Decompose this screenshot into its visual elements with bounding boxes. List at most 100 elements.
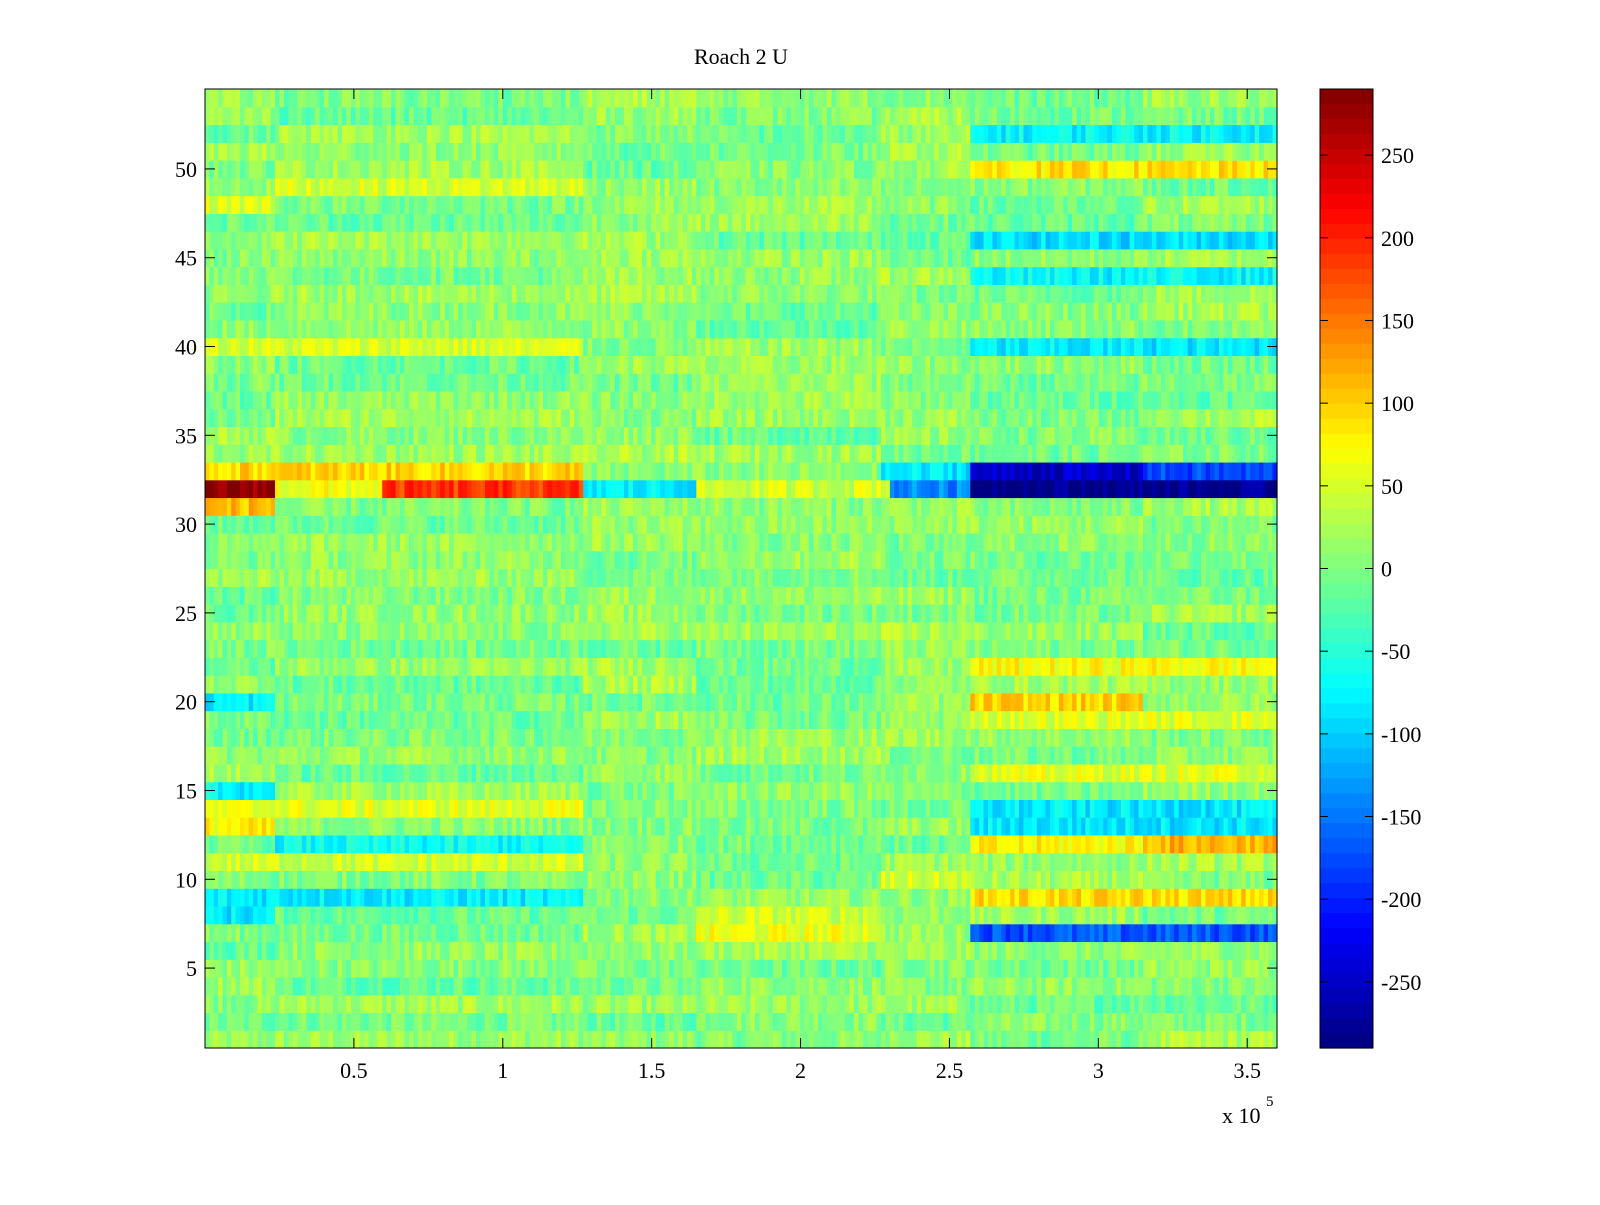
heatmap-cell bbox=[889, 710, 895, 729]
heatmap-cell bbox=[440, 692, 446, 712]
heatmap-cell bbox=[714, 746, 720, 765]
heatmap-cell bbox=[759, 692, 765, 712]
heatmap-cell bbox=[525, 941, 531, 960]
heatmap-cell bbox=[1183, 976, 1189, 996]
heatmap-cell bbox=[324, 728, 330, 747]
heatmap-cell bbox=[341, 817, 348, 836]
heatmap-cell bbox=[440, 728, 446, 747]
heatmap-cell bbox=[413, 1030, 419, 1049]
heatmap-cell bbox=[840, 905, 846, 925]
heatmap-cell bbox=[315, 675, 321, 694]
heatmap-cell bbox=[248, 959, 254, 978]
heatmap-cell bbox=[547, 728, 553, 747]
heatmap-cell bbox=[930, 692, 936, 712]
heatmap-cell bbox=[288, 675, 294, 694]
heatmap-cell bbox=[903, 852, 909, 872]
heatmap-cell bbox=[462, 763, 468, 783]
heatmap-cell bbox=[493, 692, 499, 712]
heatmap-cell bbox=[943, 923, 949, 943]
heatmap-cell bbox=[736, 692, 742, 712]
heatmap-cell bbox=[373, 888, 379, 907]
heatmap-cell bbox=[1245, 923, 1251, 943]
heatmap-cell bbox=[1072, 817, 1078, 836]
heatmap-cell bbox=[408, 852, 415, 872]
heatmap-cell bbox=[270, 1030, 276, 1049]
heatmap-cell bbox=[637, 852, 643, 872]
heatmap-cell bbox=[1147, 941, 1153, 960]
heatmap-cell bbox=[759, 941, 765, 960]
heatmap-cell bbox=[484, 817, 490, 836]
heatmap-cell bbox=[795, 870, 801, 889]
heatmap-cell bbox=[310, 1012, 316, 1031]
heatmap-cell bbox=[1178, 728, 1184, 747]
heatmap-cell bbox=[1263, 817, 1269, 836]
heatmap-cell bbox=[705, 852, 711, 872]
heatmap-cell bbox=[822, 763, 828, 783]
heatmap-cell bbox=[1019, 781, 1025, 800]
heatmap-cell bbox=[885, 746, 891, 765]
heatmap-cell bbox=[547, 994, 553, 1014]
heatmap-cell bbox=[696, 781, 702, 800]
heatmap-cell bbox=[592, 746, 598, 765]
heatmap-cell bbox=[925, 710, 931, 729]
heatmap-cell bbox=[395, 959, 401, 978]
heatmap-cell bbox=[880, 834, 887, 854]
heatmap-cell bbox=[261, 799, 267, 818]
heatmap-cell bbox=[1058, 905, 1064, 925]
heatmap-cell bbox=[1192, 905, 1198, 925]
heatmap-cell bbox=[475, 710, 482, 729]
heatmap-cell bbox=[248, 710, 254, 729]
heatmap-cell bbox=[996, 852, 1002, 872]
heatmap-cell bbox=[1268, 834, 1274, 854]
heatmap-cell bbox=[741, 710, 747, 729]
heatmap-cell bbox=[1241, 746, 1247, 765]
heatmap-cell bbox=[1205, 941, 1211, 960]
heatmap-cell bbox=[471, 959, 477, 978]
heatmap-cell bbox=[493, 1012, 499, 1031]
heatmap-cell bbox=[939, 923, 945, 943]
heatmap-cell bbox=[359, 1012, 365, 1031]
heatmap-cell bbox=[651, 888, 657, 907]
heatmap-cell bbox=[804, 852, 810, 872]
heatmap-cell bbox=[355, 817, 361, 836]
heatmap-cell bbox=[849, 728, 855, 747]
heatmap-cell bbox=[551, 1030, 557, 1049]
heatmap-cell bbox=[736, 994, 742, 1014]
heatmap-cell bbox=[444, 728, 450, 747]
heatmap-cell bbox=[279, 728, 285, 747]
heatmap-cell bbox=[274, 888, 281, 907]
heatmap-cell bbox=[714, 870, 720, 889]
heatmap-cell bbox=[578, 994, 584, 1014]
heatmap-cell bbox=[471, 905, 477, 925]
heatmap-cell bbox=[1268, 1012, 1274, 1031]
heatmap-cell bbox=[745, 692, 751, 712]
heatmap-cell bbox=[205, 675, 210, 694]
heatmap-cell bbox=[301, 781, 307, 800]
heatmap-segment bbox=[696, 994, 882, 1014]
heatmap-cell bbox=[790, 994, 796, 1014]
heatmap-cell bbox=[1245, 976, 1251, 996]
heatmap-cell bbox=[1058, 781, 1064, 800]
heatmap-cell bbox=[1169, 710, 1175, 729]
heatmap-cell bbox=[849, 799, 855, 818]
heatmap-cell bbox=[1160, 1012, 1166, 1031]
heatmap-cell bbox=[239, 834, 245, 854]
heatmap-cell bbox=[1174, 763, 1180, 783]
heatmap-cell bbox=[925, 852, 931, 872]
heatmap-cell bbox=[992, 728, 998, 747]
heatmap-cell bbox=[547, 870, 553, 889]
heatmap-cell bbox=[547, 1030, 553, 1049]
heatmap-cell bbox=[239, 710, 245, 729]
heatmap-cell bbox=[475, 1012, 482, 1031]
heatmap-cell bbox=[364, 888, 370, 907]
heatmap-cell bbox=[449, 1012, 455, 1031]
heatmap-cell bbox=[619, 941, 625, 960]
heatmap-cell bbox=[547, 799, 553, 818]
heatmap-cell bbox=[777, 817, 783, 836]
heatmap-cell bbox=[1072, 834, 1078, 854]
heatmap-cell bbox=[889, 781, 895, 800]
heatmap-cell bbox=[871, 976, 878, 996]
heatmap-cell bbox=[1014, 817, 1020, 836]
heatmap-cell bbox=[350, 728, 356, 747]
heatmap-cell bbox=[1254, 799, 1260, 818]
